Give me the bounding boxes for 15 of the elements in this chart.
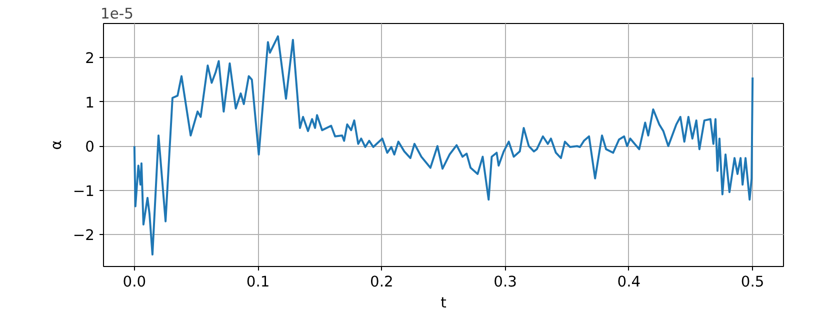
y-tick-label: 2 xyxy=(85,50,95,68)
y-tick-label: 0 xyxy=(85,138,95,156)
x-tick-label: 0.5 xyxy=(740,274,764,290)
y-axis-title: α xyxy=(48,140,65,150)
line-series xyxy=(133,35,754,256)
y-tick-label: −1 xyxy=(72,182,95,200)
y-tick-label: 1 xyxy=(85,94,95,112)
x-tick-label: 0.2 xyxy=(370,274,394,290)
text: 1e-5 xyxy=(100,6,134,22)
x-tick-label: 0.1 xyxy=(246,274,270,290)
y-tick-label: −2 xyxy=(72,227,95,244)
x-axis-title: t xyxy=(440,294,447,312)
x-tick-label: 0.4 xyxy=(617,274,641,290)
x-tick-label: 0.0 xyxy=(122,274,146,290)
x-tick-label: 0.3 xyxy=(494,274,517,290)
